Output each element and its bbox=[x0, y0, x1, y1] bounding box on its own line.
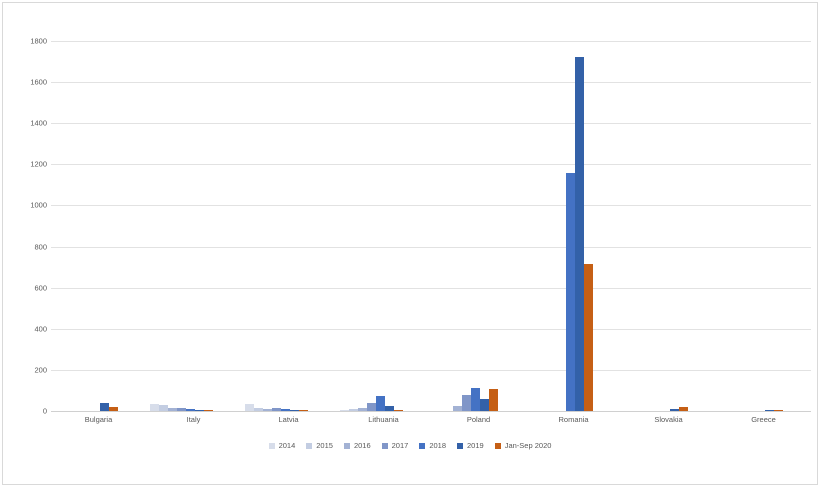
gridline-200 bbox=[51, 369, 811, 371]
bar-jan-sep-2020-poland bbox=[489, 389, 498, 411]
legend-label: 2018 bbox=[429, 441, 447, 450]
gridline-1400 bbox=[51, 123, 811, 125]
x-axis: Bulgaria Italy Latvia Lithuania Poland Romani… bbox=[51, 415, 811, 429]
y-tick-label-1400: 1400 bbox=[30, 118, 47, 128]
bar-2019-poland bbox=[480, 398, 489, 411]
bar-2016-lithuania bbox=[358, 407, 367, 411]
legend-label: 2017 bbox=[391, 441, 409, 450]
legend-swatch-icon bbox=[457, 442, 464, 449]
y-tick-label-0: 0 bbox=[42, 406, 47, 416]
bar-2017-latvia bbox=[272, 408, 281, 411]
y-tick-label-1600: 1600 bbox=[30, 77, 47, 87]
bar-2018-poland bbox=[471, 387, 480, 411]
legend-item-jan-sep-2020: Jan-Sep 2020 bbox=[494, 441, 552, 450]
bar-jan-sep-2020-romania bbox=[584, 264, 593, 411]
y-tick-label-600: 600 bbox=[34, 283, 47, 293]
bar-2019-italy bbox=[195, 410, 204, 411]
legend-label: Jan-Sep 2020 bbox=[504, 441, 552, 450]
y-tick-label-1200: 1200 bbox=[30, 159, 47, 169]
bar-jan-sep-2020-italy bbox=[204, 410, 213, 411]
legend-label: 2016 bbox=[353, 441, 371, 450]
legend-label: 2014 bbox=[278, 441, 296, 450]
legend-label: 2015 bbox=[316, 441, 333, 450]
legend-swatch-icon bbox=[343, 442, 350, 449]
plot-area bbox=[51, 41, 811, 412]
bar-2017-italy bbox=[177, 408, 186, 411]
bar-2019-slovakia bbox=[670, 408, 679, 411]
gridline-600 bbox=[51, 287, 811, 289]
legend-swatch-icon bbox=[494, 442, 501, 449]
bar-jan-sep-2020-lithuania bbox=[394, 410, 403, 411]
y-tick-label-800: 800 bbox=[34, 242, 47, 252]
y-tick-label-400: 400 bbox=[34, 324, 47, 334]
bar-jan-sep-2020-greece bbox=[774, 410, 783, 411]
bar-2016-poland bbox=[453, 405, 462, 411]
bar-2016-latvia bbox=[263, 409, 272, 411]
bar-2019-greece bbox=[765, 410, 774, 411]
legend-swatch-icon bbox=[419, 442, 426, 449]
legend-item-2016: 2016 bbox=[343, 441, 371, 450]
bar-2015-lithuania bbox=[349, 408, 358, 411]
legend-swatch-icon bbox=[268, 442, 275, 449]
bar-2018-lithuania bbox=[376, 395, 385, 411]
bar-2015-italy bbox=[159, 405, 168, 411]
x-category-label-latvia: Latvia bbox=[278, 415, 299, 424]
bar-2015-latvia bbox=[254, 407, 263, 411]
bar-2018-italy bbox=[186, 409, 195, 411]
bar-2014-lithuania bbox=[340, 409, 349, 411]
y-tick-label-200: 200 bbox=[34, 365, 47, 375]
legend-item-2014: 2014 bbox=[268, 441, 296, 450]
bar-2017-poland bbox=[462, 394, 471, 411]
legend-label: 2019 bbox=[467, 441, 484, 450]
bar-jan-sep-2020-slovakia bbox=[679, 407, 688, 411]
x-category-label-slovakia: Slovakia bbox=[654, 415, 683, 424]
bar-2016-italy bbox=[168, 407, 177, 411]
bar-2017-lithuania bbox=[367, 403, 376, 411]
gridline-800 bbox=[51, 246, 811, 248]
bar-2019-lithuania bbox=[385, 406, 394, 411]
bar-2014-latvia bbox=[245, 404, 254, 411]
gridline-1600 bbox=[51, 82, 811, 84]
legend-item-2018: 2018 bbox=[419, 441, 446, 450]
legend: 2014 2015 2016 2017 2018 2019 Jan-Sep 2020 bbox=[3, 441, 817, 450]
legend-item-2015: 2015 bbox=[306, 441, 333, 450]
gridline-0 bbox=[51, 411, 811, 412]
bar-2019-romania bbox=[575, 57, 584, 411]
x-category-label-greece: Greece bbox=[751, 415, 776, 424]
gridline-1000 bbox=[51, 205, 811, 207]
bar-2018-latvia bbox=[281, 408, 290, 411]
legend-swatch-icon bbox=[306, 442, 313, 449]
y-axis: 0 200 400 600 800 1000 1200 1400 1600 1800 bbox=[3, 37, 47, 416]
gridline-400 bbox=[51, 328, 811, 330]
y-tick-label-1000: 1000 bbox=[30, 200, 47, 210]
bar-2019-bulgaria bbox=[100, 402, 109, 411]
legend-swatch-icon bbox=[381, 442, 388, 449]
legend-item-2017: 2017 bbox=[381, 441, 409, 450]
legend-item-2019: 2019 bbox=[457, 441, 484, 450]
y-tick-label-1800: 1800 bbox=[30, 36, 47, 46]
gridline-1200 bbox=[51, 164, 811, 166]
x-category-label-lithuania: Lithuania bbox=[368, 415, 399, 424]
bar-2019-latvia bbox=[290, 410, 299, 411]
x-category-label-italy: Italy bbox=[186, 415, 201, 424]
x-category-label-bulgaria: Bulgaria bbox=[84, 415, 113, 424]
x-category-label-poland: Poland bbox=[466, 415, 491, 424]
x-category-label-romania: Romania bbox=[558, 415, 589, 424]
bar-2018-romania bbox=[566, 172, 575, 411]
bar-jan-sep-2020-bulgaria bbox=[109, 407, 118, 411]
bar-2014-italy bbox=[150, 404, 159, 411]
gridline-1800 bbox=[51, 41, 811, 42]
bar-jan-sep-2020-latvia bbox=[299, 409, 308, 411]
